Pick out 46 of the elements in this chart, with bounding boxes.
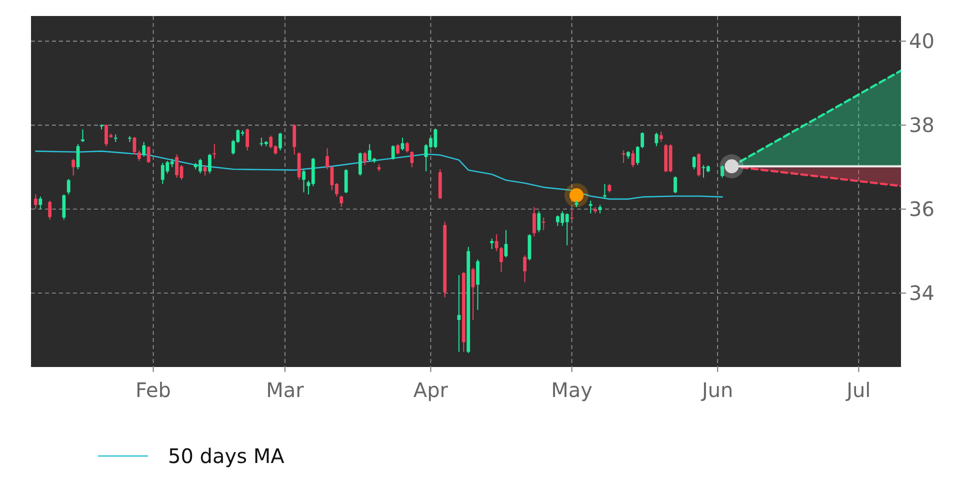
candlestick: [278, 132, 282, 151]
candlestick: [588, 200, 592, 214]
candlestick: [142, 141, 146, 158]
x-tick-label: Feb: [136, 378, 171, 402]
x-tick-label: May: [551, 378, 593, 402]
candlestick: [631, 150, 635, 168]
candlestick: [457, 274, 461, 352]
candlestick: [490, 238, 494, 250]
candlestick: [537, 210, 541, 233]
candlestick: [146, 146, 150, 164]
candlestick: [476, 259, 480, 310]
candlestick: [48, 200, 52, 220]
candlestick: [532, 206, 536, 237]
x-tick-label: Jun: [700, 378, 734, 402]
candlestick: [137, 150, 141, 162]
candlestick: [659, 130, 663, 142]
candlestick: [208, 153, 212, 174]
candlestick: [692, 156, 696, 170]
x-tick-label: Mar: [266, 378, 305, 402]
candlestick: [500, 246, 503, 273]
candlestick: [246, 128, 250, 151]
candlestick: [34, 194, 38, 210]
candlestick: [720, 164, 724, 178]
y-tick-label: 36: [909, 197, 934, 222]
candlestick: [674, 176, 677, 194]
candlestick: [72, 158, 76, 176]
candlestick: [203, 164, 207, 176]
legend-label: 50 days MA: [168, 444, 285, 468]
y-tick-label: 34: [909, 281, 934, 306]
candlestick: [81, 128, 84, 142]
candlestick: [523, 254, 526, 283]
candlestick: [636, 146, 640, 166]
y-tick-label: 38: [909, 113, 934, 138]
candlestick: [570, 208, 574, 220]
candlestick: [212, 144, 216, 160]
candlestick: [542, 217, 546, 231]
candlestick: [66, 178, 70, 195]
candlestick: [38, 196, 42, 210]
x-tick-label: Apr: [413, 378, 449, 402]
candlestick: [494, 234, 498, 252]
candlestick: [62, 194, 66, 220]
candlestick: [471, 267, 475, 320]
candlestick: [697, 152, 700, 177]
x-tick-label: Jul: [844, 378, 871, 402]
y-tick-label: 40: [909, 29, 934, 54]
candlestick: [640, 132, 644, 149]
